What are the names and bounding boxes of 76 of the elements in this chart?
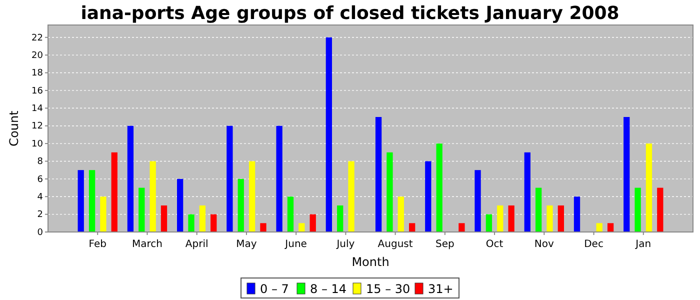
bar [199, 205, 206, 232]
bar [508, 205, 514, 232]
bar [596, 223, 602, 232]
bar [310, 214, 316, 232]
bar [100, 196, 106, 232]
bar [386, 152, 393, 232]
bar [546, 205, 553, 232]
bar [458, 223, 465, 232]
x-tick-label: Oct [486, 239, 504, 250]
bar [150, 161, 156, 232]
bar [78, 170, 84, 232]
bar [260, 223, 266, 232]
bar [425, 161, 432, 232]
legend-label: 0 – 7 [260, 282, 289, 296]
bar [226, 126, 233, 232]
bar [88, 170, 96, 232]
y-tick-label: 20 [32, 50, 44, 61]
bar [298, 223, 305, 232]
bar [138, 188, 145, 232]
bar [348, 161, 354, 232]
bar [248, 161, 256, 232]
bar [535, 188, 542, 232]
y-tick-label: 10 [32, 139, 44, 150]
bar [657, 188, 664, 232]
bar [210, 214, 217, 232]
x-tick-label: July [336, 239, 355, 250]
bar [177, 178, 184, 232]
bar [127, 126, 134, 232]
bar [607, 223, 614, 232]
y-axis-title: Count [7, 110, 21, 146]
bar [634, 188, 641, 232]
bar [409, 223, 416, 232]
bar [337, 205, 344, 232]
bar [111, 152, 118, 232]
x-tick-label: June [284, 239, 307, 250]
y-tick-label: 16 [32, 86, 44, 96]
y-tick-label: 14 [32, 104, 44, 114]
bar [326, 37, 332, 232]
bar [624, 117, 630, 232]
bar [375, 117, 382, 232]
x-tick-label: May [236, 239, 257, 250]
bar [160, 205, 168, 232]
y-tick-label: 2 [37, 210, 43, 220]
bar [524, 152, 530, 232]
bar [276, 126, 282, 232]
legend-label: 15 – 30 [366, 282, 410, 296]
bar [436, 144, 442, 232]
legend-label: 31+ [428, 282, 454, 296]
bar [238, 178, 244, 232]
y-tick-label: 0 [37, 228, 44, 238]
x-axis-title: Month [352, 255, 390, 269]
bar [646, 144, 652, 232]
y-tick-label: 12 [32, 122, 43, 132]
bar [486, 214, 492, 232]
y-tick-label: 18 [32, 68, 44, 79]
bar [574, 196, 580, 232]
y-tick-label: 6 [37, 174, 44, 185]
y-tick-label: 8 [37, 157, 44, 168]
x-tick-label: March [132, 239, 162, 250]
bar [474, 170, 481, 232]
y-tick-label: 22 [32, 33, 43, 44]
bar [497, 205, 504, 232]
x-tick-label: Jan [634, 239, 652, 250]
x-tick-label: Nov [534, 239, 554, 250]
legend-label: 8 – 14 [310, 282, 347, 296]
x-tick-label: August [378, 239, 413, 250]
bar [287, 196, 294, 232]
x-tick-label: Feb [88, 239, 106, 250]
bar [558, 205, 564, 232]
bar [188, 214, 194, 232]
chart-title: iana-ports Age groups of closed tickets January 2008 [80, 3, 620, 24]
x-tick-label: Sep [435, 239, 454, 250]
y-tick-label: 4 [37, 192, 44, 202]
x-tick-label: April [185, 239, 208, 250]
bar [398, 196, 404, 232]
x-tick-label: Dec [584, 239, 604, 250]
